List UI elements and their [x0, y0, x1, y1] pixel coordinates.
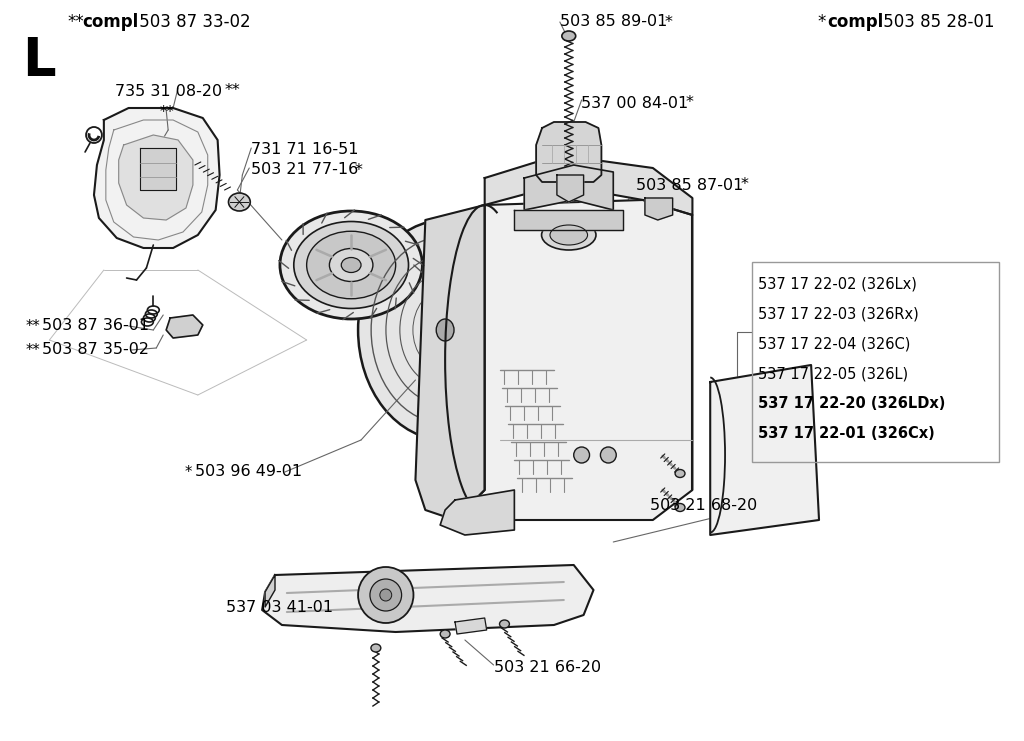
Ellipse shape	[341, 258, 361, 273]
Ellipse shape	[294, 222, 409, 308]
Text: 537 17 22-01 (326Cx): 537 17 22-01 (326Cx)	[758, 427, 935, 442]
Text: compl: compl	[82, 13, 138, 31]
Ellipse shape	[371, 644, 381, 652]
Circle shape	[600, 447, 616, 463]
Ellipse shape	[440, 630, 451, 638]
Text: 503 85 89-01: 503 85 89-01	[560, 15, 668, 30]
Circle shape	[370, 579, 401, 611]
Bar	[752, 262, 999, 462]
Text: *: *	[685, 96, 693, 110]
Text: 503 21 77-16: 503 21 77-16	[251, 162, 358, 178]
Polygon shape	[140, 148, 176, 190]
Text: 503 87 33-02: 503 87 33-02	[133, 13, 250, 31]
Text: *: *	[817, 13, 825, 31]
Polygon shape	[262, 565, 594, 632]
Text: **: **	[26, 342, 41, 357]
Polygon shape	[484, 155, 692, 215]
Text: 503 87 35-02: 503 87 35-02	[42, 342, 148, 357]
Polygon shape	[166, 315, 203, 338]
Ellipse shape	[675, 503, 685, 511]
Polygon shape	[524, 165, 613, 210]
Text: 503 21 66-20: 503 21 66-20	[494, 660, 601, 676]
Ellipse shape	[542, 220, 596, 250]
Text: **: **	[160, 104, 174, 119]
Polygon shape	[440, 490, 514, 535]
Text: 537 03 41-01: 537 03 41-01	[225, 600, 333, 616]
Text: *: *	[185, 465, 193, 479]
Text: 503 87 36-01: 503 87 36-01	[42, 319, 148, 333]
Circle shape	[380, 589, 392, 601]
Text: 537 17 22-02 (326Lx): 537 17 22-02 (326Lx)	[758, 276, 916, 291]
Polygon shape	[119, 135, 193, 220]
Ellipse shape	[550, 225, 588, 245]
Text: 537 17 22-03 (326Rx): 537 17 22-03 (326Rx)	[758, 307, 919, 322]
Ellipse shape	[280, 211, 422, 319]
Text: **: **	[224, 84, 241, 99]
Text: 503 85 28-01: 503 85 28-01	[879, 13, 995, 31]
Text: 503 21 68-20: 503 21 68-20	[650, 497, 757, 513]
Ellipse shape	[228, 193, 250, 211]
Polygon shape	[711, 365, 819, 535]
Circle shape	[358, 567, 414, 623]
Text: *: *	[665, 15, 673, 30]
Text: L: L	[22, 35, 55, 87]
Polygon shape	[265, 575, 275, 607]
Ellipse shape	[330, 248, 373, 282]
Text: *: *	[354, 162, 362, 178]
Ellipse shape	[436, 319, 454, 341]
Polygon shape	[94, 108, 219, 248]
Text: 537 00 84-01: 537 00 84-01	[581, 96, 688, 110]
Ellipse shape	[675, 470, 685, 477]
Polygon shape	[514, 210, 624, 230]
Text: 735 31 08-20: 735 31 08-20	[115, 84, 222, 99]
Text: 503 85 87-01: 503 85 87-01	[636, 178, 743, 193]
Polygon shape	[416, 205, 484, 520]
Polygon shape	[455, 618, 486, 634]
Ellipse shape	[358, 220, 532, 440]
Text: *: *	[741, 178, 749, 193]
Polygon shape	[645, 198, 673, 220]
Ellipse shape	[306, 231, 395, 299]
Ellipse shape	[500, 620, 509, 628]
Text: 537 17 22-20 (326LDx): 537 17 22-20 (326LDx)	[758, 396, 945, 411]
Polygon shape	[537, 122, 601, 182]
Ellipse shape	[562, 31, 575, 41]
Text: 537 17 22-05 (326L): 537 17 22-05 (326L)	[758, 367, 908, 382]
Text: 731 71 16-51: 731 71 16-51	[251, 142, 358, 158]
Circle shape	[573, 447, 590, 463]
Text: 503 96 49-01: 503 96 49-01	[195, 465, 302, 479]
Text: 537 17 22-04 (326C): 537 17 22-04 (326C)	[758, 336, 910, 351]
Polygon shape	[557, 175, 584, 202]
Text: **: **	[26, 319, 41, 333]
Text: **: **	[68, 13, 84, 31]
Text: compl: compl	[827, 13, 883, 31]
Polygon shape	[455, 200, 692, 520]
